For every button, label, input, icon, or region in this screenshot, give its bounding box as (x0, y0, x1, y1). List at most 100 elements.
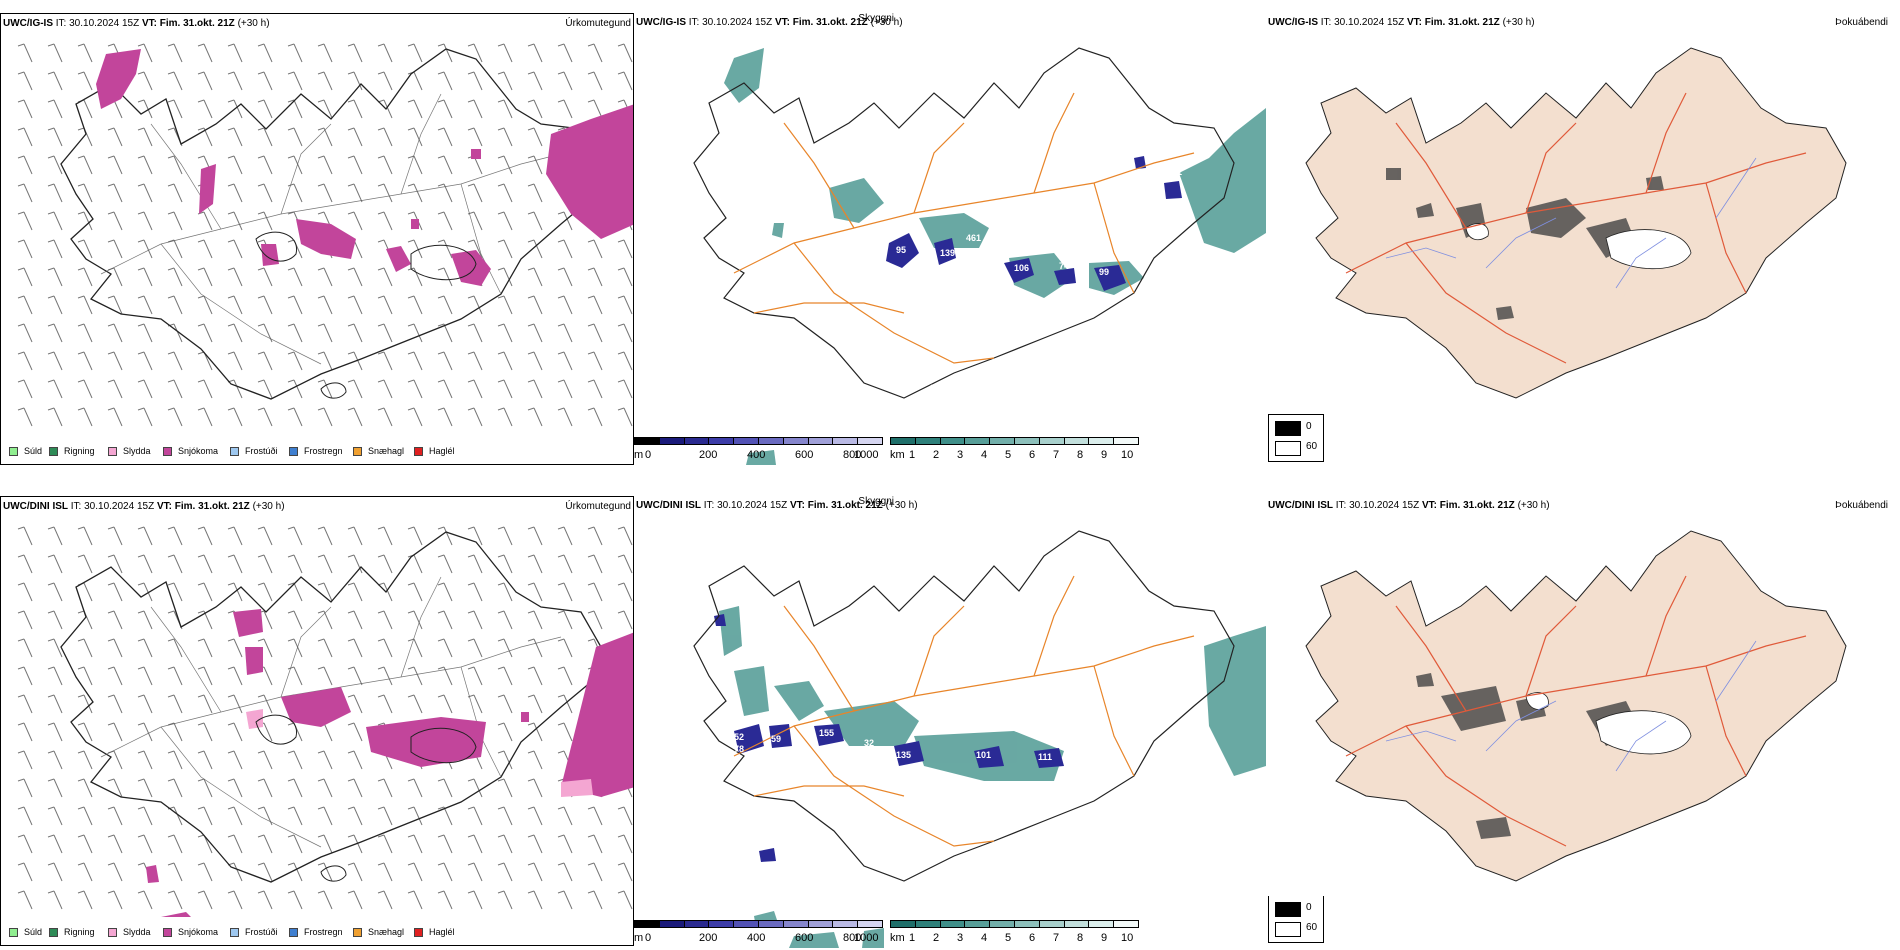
wind-barb (137, 722, 153, 742)
cloud-base-label: 111 (1038, 752, 1052, 762)
fog-key-low-swatch (1275, 922, 1301, 937)
wind-barb (227, 666, 243, 686)
wind-barb (137, 526, 153, 546)
wind-barb (257, 295, 273, 315)
wind-barb (407, 694, 423, 714)
panel-variable-label: Skyggni (858, 496, 894, 507)
wind-barb (527, 554, 543, 574)
wind-barb (497, 71, 513, 91)
scale-tick-label: 5 (1005, 449, 1012, 461)
fog-index-panel-ig: UWC/IG-IS IT: 30.10.2024 15Z VT: Fim. 31… (1266, 13, 1900, 413)
visibility-scale: km 1 2 3 4 5 6 7 8 9 10 (890, 437, 1139, 463)
wind-barb (347, 806, 363, 826)
wind-barb (437, 71, 453, 91)
wind-barb (167, 666, 183, 686)
wind-barb (227, 127, 243, 147)
wind-barb (107, 127, 123, 147)
wind-barb (497, 183, 513, 203)
wind-barb (137, 610, 153, 630)
wind-barb (497, 778, 513, 798)
wind-barb (317, 554, 333, 574)
wind-barb (347, 407, 363, 427)
wind-barb (557, 526, 573, 546)
wind-barb (227, 722, 243, 742)
scale-tick-label: 8 (1077, 932, 1084, 944)
wind-barb (437, 806, 453, 826)
fog-key-low-label: 60 (1306, 922, 1318, 933)
fog-map-dini (1305, 530, 1847, 882)
wind-barb (317, 834, 333, 854)
wind-barb (347, 127, 363, 147)
wind-barb (287, 554, 303, 574)
wind-barb (527, 43, 543, 63)
wind-barb (227, 638, 243, 658)
wind-barb (497, 43, 513, 63)
wind-barb (407, 239, 423, 259)
wind-barb (197, 71, 213, 91)
wind-barb (497, 834, 513, 854)
wind-barb (137, 351, 153, 371)
fog-key-low-label: 60 (1306, 441, 1318, 452)
wind-barb (527, 127, 543, 147)
wind-barb (407, 407, 423, 427)
wind-barb (17, 806, 33, 826)
wind-barb (557, 834, 573, 854)
wind-barb (527, 806, 543, 826)
wind-barb (617, 351, 633, 371)
wind-barb (467, 379, 483, 399)
wind-barb (377, 43, 393, 63)
cloud-base-label: 461 (966, 233, 981, 243)
wind-barb (497, 407, 513, 427)
wind-barb (377, 351, 393, 371)
wind-barb (107, 694, 123, 714)
wind-barb (17, 694, 33, 714)
wind-barb (557, 610, 573, 630)
wind-barb (47, 43, 63, 63)
wind-barb (617, 379, 633, 399)
colorbar-swatch (857, 920, 883, 928)
wind-barb (557, 323, 573, 343)
wind-barb (17, 379, 33, 399)
panel-title: UWC/IG-IS IT: 30.10.2024 15Z VT: Fim. 31… (3, 18, 270, 29)
iceland-landmass (1305, 530, 1847, 882)
wind-barb (167, 43, 183, 63)
wind-barb (527, 750, 543, 770)
colorbar-swatch (758, 920, 784, 928)
legend-item: Súld (9, 446, 42, 456)
wind-barb (137, 43, 153, 63)
wind-barb (437, 862, 453, 882)
wind-barb (137, 750, 153, 770)
wind-barb (437, 834, 453, 854)
wind-barb (317, 155, 333, 175)
fog-map-ig (1305, 47, 1847, 399)
wind-barb (527, 582, 543, 602)
wind-barb (527, 379, 543, 399)
wind-barb (107, 351, 123, 371)
glacier-outlines (255, 231, 477, 399)
wind-barb (167, 778, 183, 798)
wind-barb (617, 267, 633, 287)
wind-barb (197, 750, 213, 770)
wind-barb (137, 379, 153, 399)
wind-barb (257, 127, 273, 147)
wind-barb (17, 638, 33, 658)
wind-barb (107, 582, 123, 602)
wind-barb (317, 295, 333, 315)
wind-barb (437, 183, 453, 203)
wind-barb (227, 155, 243, 175)
legend-item: Frostúði (230, 446, 278, 456)
colorbar-swatch (683, 437, 710, 445)
cloud-visibility-panel-dini: UWC/DINI ISL IT: 30.10.2024 15Z VT: Fim.… (634, 496, 1266, 948)
wind-barb (557, 43, 573, 63)
wind-barb (287, 267, 303, 287)
wind-barb (467, 407, 483, 427)
wind-barb (47, 806, 63, 826)
iceland-outline (60, 48, 602, 400)
wind-barb (47, 554, 63, 574)
wind-barb (407, 890, 423, 910)
wind-barb (467, 239, 483, 259)
wind-barb (47, 582, 63, 602)
colorbar-swatch (989, 920, 1015, 928)
wind-barb (317, 127, 333, 147)
wind-barb (317, 862, 333, 882)
